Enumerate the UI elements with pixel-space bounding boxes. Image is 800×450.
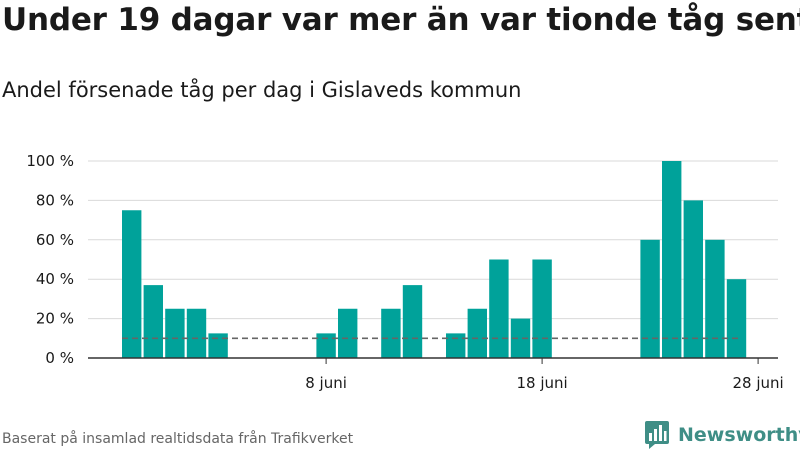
x-tick-label: 18 juni — [516, 374, 567, 392]
bar — [165, 308, 185, 358]
newsworthy-logo-icon — [645, 421, 669, 449]
x-tick-label: 8 juni — [305, 374, 347, 392]
bar — [338, 308, 358, 358]
y-tick-label: 0 % — [45, 349, 74, 367]
x-tick-label: 28 juni — [732, 374, 783, 392]
chart-title: Under 19 dagar var mer än var tionde tåg… — [2, 2, 800, 38]
bar — [683, 200, 703, 358]
source-note: Baserat på insamlad realtidsdata från Tr… — [2, 431, 354, 447]
bar — [532, 259, 552, 358]
bar — [726, 279, 747, 358]
y-tick-label: 100 % — [26, 152, 74, 170]
y-axis-tick-labels: 0 % 20 % 40 % 60 % 80 % 100 % — [26, 152, 74, 367]
bar — [143, 285, 163, 358]
y-tick-label: 60 % — [36, 231, 74, 249]
bar — [208, 333, 228, 358]
bar — [402, 285, 423, 358]
bar — [489, 259, 509, 358]
bars — [122, 161, 747, 358]
bar — [122, 210, 142, 358]
brand-logo: Newsworthy — [644, 420, 800, 450]
y-tick-label: 80 % — [36, 191, 74, 209]
bar — [662, 161, 682, 358]
bar — [446, 333, 466, 358]
x-axis: 8 juni 18 juni 28 juni — [88, 357, 784, 392]
bar — [640, 239, 660, 358]
brand-name: Newsworthy — [678, 424, 800, 446]
y-tick-label: 40 % — [36, 270, 74, 288]
bar — [381, 308, 401, 358]
bar — [510, 318, 531, 358]
chart-subtitle: Andel försenade tåg per dag i Gislaveds … — [2, 78, 522, 102]
bar — [467, 308, 487, 358]
bar-chart: 0 % 20 % 40 % 60 % 80 % 100 % 8 juni 18 juni 28… — [26, 152, 784, 392]
bar — [705, 239, 725, 358]
bar — [316, 333, 336, 358]
bar — [186, 308, 207, 358]
y-tick-label: 20 % — [36, 310, 74, 328]
